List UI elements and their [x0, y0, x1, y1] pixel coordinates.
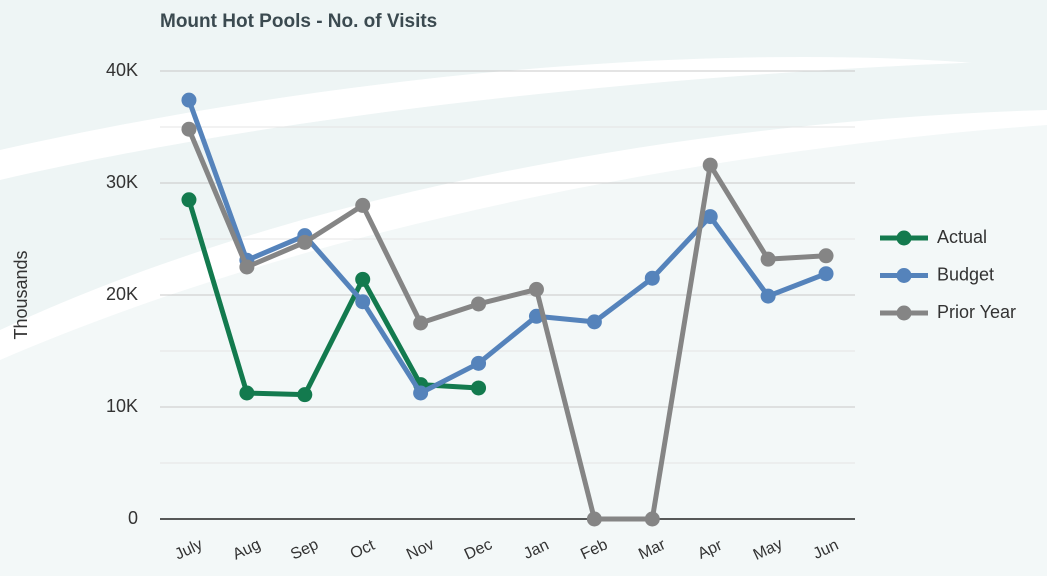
data-point	[818, 248, 834, 264]
data-point	[471, 355, 487, 371]
data-point	[181, 92, 197, 108]
data-point	[702, 209, 718, 225]
y-tick-label: 0	[128, 508, 138, 528]
data-point	[760, 251, 776, 267]
series-line	[186, 128, 827, 522]
legend-marker	[896, 230, 912, 246]
data-point	[239, 259, 255, 275]
legend-label: Budget	[937, 264, 994, 284]
chart-title: Mount Hot Pools - No. of Visits	[160, 11, 437, 32]
data-point	[297, 387, 313, 403]
data-point	[702, 157, 718, 173]
legend-marker	[896, 305, 912, 321]
data-point	[181, 121, 197, 137]
legend-label: Actual	[937, 227, 987, 247]
y-tick-label: 40K	[106, 60, 138, 80]
y-tick-label: 10K	[106, 396, 138, 416]
data-point	[760, 288, 776, 304]
data-point	[644, 511, 660, 527]
data-point	[818, 266, 834, 282]
y-axis-label: Thousands	[11, 250, 31, 339]
series-line	[186, 199, 479, 398]
y-tick-label: 30K	[106, 172, 138, 192]
series-line	[186, 99, 827, 396]
data-point	[297, 234, 313, 250]
y-tick-label: 20K	[106, 284, 138, 304]
data-point	[355, 197, 371, 213]
legend-marker	[896, 268, 912, 283]
data-point	[355, 294, 371, 310]
data-point	[586, 511, 602, 527]
data-point	[471, 296, 487, 312]
data-point	[413, 385, 429, 401]
data-point	[181, 192, 197, 208]
data-point	[413, 315, 429, 331]
legend-label: Prior Year	[937, 302, 1016, 322]
data-point	[471, 380, 487, 396]
data-point	[239, 385, 255, 401]
data-point	[528, 281, 544, 297]
data-point	[644, 270, 660, 286]
data-point	[355, 271, 371, 287]
data-point	[586, 314, 602, 330]
